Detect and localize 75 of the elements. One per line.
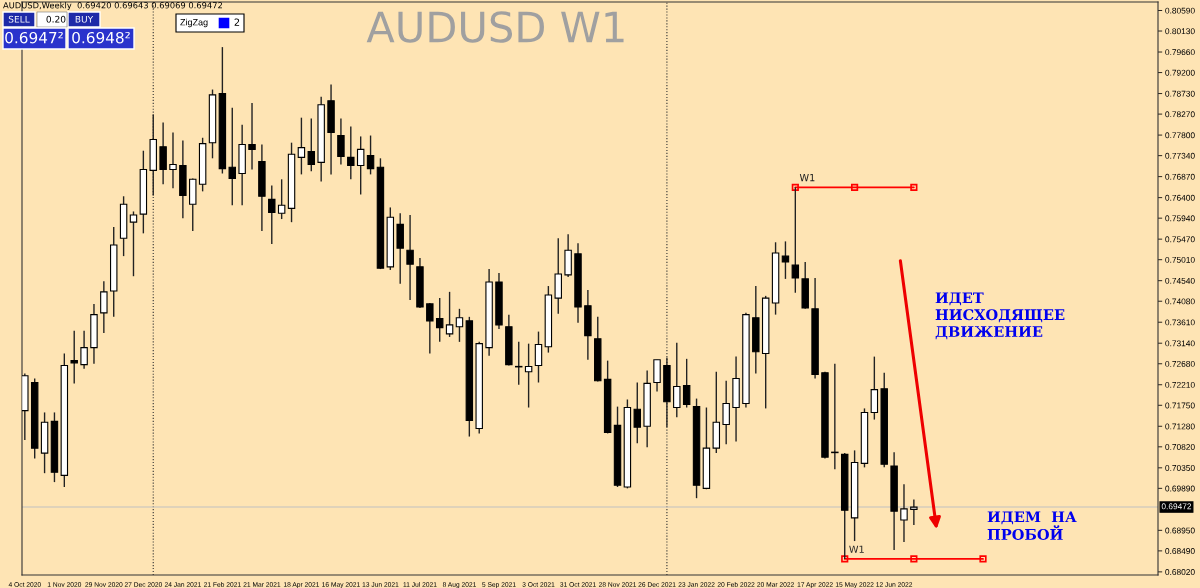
candlestick — [297, 116, 306, 176]
y-tick-label: 0.74080 — [1165, 298, 1195, 305]
candlestick — [169, 131, 177, 189]
y-tick-label: 0.75470 — [1165, 236, 1195, 243]
candlestick — [673, 342, 681, 419]
ref-line-label: 0.69472 — [1161, 503, 1192, 510]
y-tick-label: 0.77800 — [1165, 132, 1195, 139]
candlestick — [633, 381, 642, 444]
candlestick — [159, 121, 167, 185]
candlestick — [455, 308, 464, 343]
y-tick-label: 0.80590 — [1165, 7, 1195, 14]
series-label: W1 — [799, 174, 815, 182]
y-tick-label: 0.73140 — [1165, 340, 1195, 347]
y-tick-label: 0.78270 — [1165, 111, 1195, 118]
annotation: 0.6947² — [5, 31, 63, 44]
candlestick — [347, 125, 355, 180]
y-tick-label: 0.71280 — [1165, 423, 1195, 430]
annotation: ZigZag — [180, 18, 208, 28]
candlestick — [129, 210, 138, 277]
y-tick-label: 0.75940 — [1165, 215, 1195, 222]
candlestick — [277, 178, 286, 220]
candlestick — [366, 134, 375, 176]
candlestick — [722, 380, 730, 445]
y-tick-label: 0.77340 — [1165, 152, 1195, 159]
y-tick-label: 0.70820 — [1165, 444, 1195, 450]
annotation: 0.6948² — [72, 31, 130, 44]
annotation: ИДЕМ НА ПРОБОЙ — [987, 511, 1077, 540]
annotation: BUY — [75, 15, 94, 23]
candlestick — [268, 184, 276, 245]
y-tick-label: 0.68020 — [1165, 569, 1195, 575]
annotation: ИДЕТ НИСХОДЯЩЕЕ ДВИЖЕНИЕ — [935, 292, 1065, 340]
candlestick — [870, 355, 879, 421]
series-label: W1 — [849, 545, 864, 553]
candlestick — [337, 117, 345, 166]
annotation: 2 — [234, 18, 240, 26]
candlestick — [426, 302, 434, 355]
y-tick-label: 0.73610 — [1165, 319, 1195, 326]
candlestick — [406, 214, 414, 301]
y-tick-label: 0.79660 — [1165, 49, 1195, 56]
candlestick — [100, 280, 108, 334]
candlestick — [682, 358, 691, 409]
annotation: SELL — [8, 15, 30, 23]
candlestick — [80, 330, 88, 370]
candlestick — [445, 291, 454, 338]
y-tick-label: 0.75010 — [1165, 256, 1195, 263]
y-tick-label: 0.79200 — [1165, 69, 1195, 76]
y-tick-label: 0.68950 — [1165, 527, 1195, 534]
candlestick — [791, 186, 800, 294]
y-tick-label: 0.76400 — [1165, 194, 1195, 201]
y-tick-label: 0.69890 — [1165, 485, 1195, 492]
candlestick — [435, 297, 444, 343]
y-tick-label: 0.74540 — [1165, 277, 1195, 284]
candlestick — [653, 359, 661, 393]
y-tick-label: 0.78730 — [1165, 90, 1195, 97]
candlestick — [910, 498, 918, 526]
candlestick — [356, 135, 365, 196]
candlestick — [228, 107, 236, 206]
candlestick — [534, 330, 543, 384]
annotation: AUDUSD,Weekly 0.69420 0.69643 0.69069 0.69472 — [3, 1, 222, 11]
y-tick-label: 0.71750 — [1165, 402, 1195, 409]
candlestick — [396, 212, 404, 285]
y-tick-label: 0.76870 — [1165, 173, 1195, 180]
chart-title: AUDUSD W1 — [366, 11, 624, 43]
candlestick — [900, 483, 908, 543]
y-tick-label: 0.72210 — [1165, 381, 1195, 388]
y-tick-label: 0.70350 — [1165, 465, 1195, 471]
candlestick — [781, 240, 790, 280]
candlestick — [248, 102, 256, 171]
candlestick — [70, 330, 78, 385]
y-tick-label: 0.80130 — [1165, 28, 1195, 35]
y-tick-label: 0.72680 — [1165, 360, 1195, 367]
annotation: 0.20 — [46, 15, 66, 23]
y-tick-label: 0.68490 — [1165, 548, 1195, 554]
candlestick — [307, 117, 316, 172]
candlestick — [515, 341, 523, 386]
